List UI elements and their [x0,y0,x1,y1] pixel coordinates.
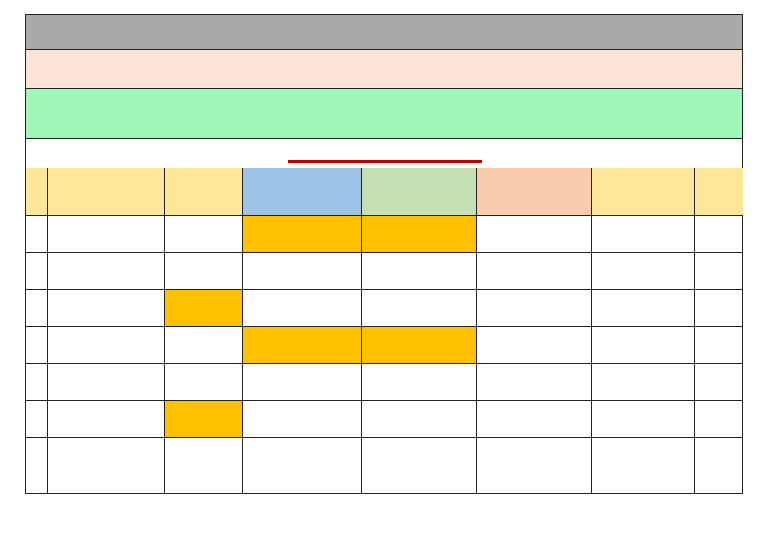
table-cell[interactable] [241,437,362,493]
red-underline [288,160,482,163]
table-cell[interactable] [693,326,743,364]
table-cell[interactable] [46,252,165,290]
table-cell[interactable] [475,437,592,493]
table-cell[interactable] [163,252,243,290]
table-cell[interactable] [475,215,592,253]
table-cell[interactable] [26,437,48,493]
table-cell[interactable] [46,289,165,327]
table-cell[interactable] [46,326,165,364]
table-cell[interactable] [163,215,243,253]
table-cell[interactable] [590,252,695,290]
header-cell [241,168,362,216]
table-cell[interactable] [163,289,243,327]
table-cell[interactable] [360,326,477,364]
table-cell[interactable] [360,363,477,401]
table-cell[interactable] [241,326,362,364]
header-cell [693,168,743,216]
table-cell[interactable] [46,400,165,438]
table-row [26,326,743,364]
table-cell[interactable] [693,437,743,493]
spreadsheet [25,14,743,494]
table-cell[interactable] [693,289,743,327]
table-cell[interactable] [241,363,362,401]
table-cell[interactable] [163,326,243,364]
info-band [26,89,742,139]
table-cell[interactable] [590,437,695,493]
table-cell[interactable] [46,215,165,253]
table-cell[interactable] [590,400,695,438]
table-cell[interactable] [46,363,165,401]
table-cell[interactable] [360,289,477,327]
table-cell[interactable] [475,289,592,327]
header-cell [360,168,477,216]
table-cell[interactable] [26,400,48,438]
table-cell[interactable] [46,437,165,493]
table-cell[interactable] [693,363,743,401]
table-cell[interactable] [360,215,477,253]
table-cell[interactable] [590,215,695,253]
table-cell[interactable] [163,437,243,493]
table-row [26,215,743,253]
title-band [26,15,742,50]
table-row [26,252,743,290]
table-cell[interactable] [475,400,592,438]
header-row [26,168,743,216]
table-cell[interactable] [693,252,743,290]
table-cell[interactable] [26,252,48,290]
table-cell[interactable] [360,252,477,290]
table-cell[interactable] [693,400,743,438]
table-cell[interactable] [475,252,592,290]
header-cell [26,168,48,216]
table-row [26,437,743,493]
table-cell[interactable] [693,215,743,253]
caption-band [26,139,742,169]
header-cell [163,168,243,216]
header-cell [46,168,165,216]
table-cell[interactable] [475,363,592,401]
table-cell[interactable] [590,363,695,401]
table-cell[interactable] [241,252,362,290]
table-row [26,363,743,401]
table-row [26,400,743,438]
table-cell[interactable] [26,326,48,364]
table-cell[interactable] [475,326,592,364]
table-cell[interactable] [163,400,243,438]
data-table [26,168,743,493]
table-cell[interactable] [26,363,48,401]
header-cell [475,168,592,216]
subtitle-band [26,50,742,89]
table-cell[interactable] [241,215,362,253]
table-cell[interactable] [163,363,243,401]
table-cell[interactable] [360,437,477,493]
table-cell[interactable] [590,289,695,327]
table-row [26,289,743,327]
table-cell[interactable] [360,400,477,438]
table-cell[interactable] [26,289,48,327]
table-cell[interactable] [241,289,362,327]
table-cell[interactable] [241,400,362,438]
table-cell[interactable] [26,215,48,253]
header-cell [590,168,695,216]
table-cell[interactable] [590,326,695,364]
